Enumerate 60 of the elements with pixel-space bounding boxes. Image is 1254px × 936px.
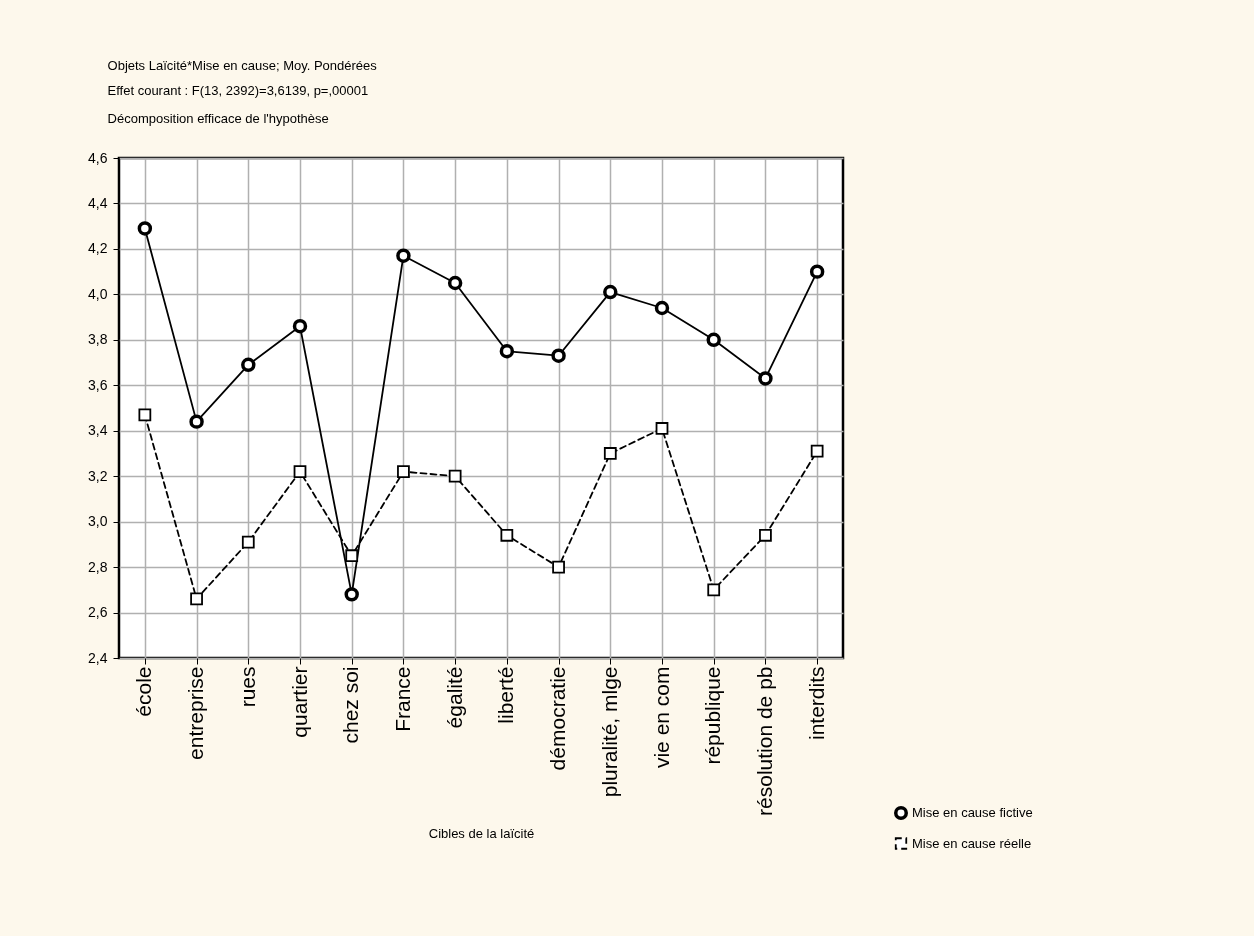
point [293, 465, 307, 479]
y-tick-label: 2,4 [88, 649, 108, 666]
y-tick-label: 4,6 [88, 149, 108, 166]
point [396, 248, 411, 263]
chart-subtitle: Effet courant : F(13, 2392)=3,6139, p=,00001 [107, 83, 369, 98]
y-tick-label: 4,0 [88, 285, 108, 302]
x-tick-label: république [701, 666, 725, 765]
point [137, 221, 153, 236]
point [603, 284, 618, 300]
point [654, 300, 670, 316]
x-tick-label: quartier [287, 666, 311, 738]
x-tick-label: démocratie [546, 666, 570, 771]
point [447, 275, 463, 291]
y-tick-label: 4,2 [88, 240, 108, 257]
point [551, 348, 566, 363]
point [344, 587, 359, 602]
x-tick-label: rues [235, 666, 259, 708]
point [448, 469, 462, 483]
point [706, 332, 721, 348]
chart-title: Objets Laïcité*Mise en cause; Moy. Pondérées [107, 58, 378, 73]
x-tick-label: chez soi [339, 666, 363, 744]
point [759, 528, 772, 542]
legend-label: Mise en cause fictive [912, 805, 1033, 820]
x-tick-label: pluralité, mlge [597, 666, 621, 798]
y-tick-label: 2,6 [88, 604, 108, 621]
point [655, 422, 669, 435]
point [345, 549, 359, 563]
x-tick-label: interdits [804, 666, 828, 741]
x-tick-label: entreprise [184, 666, 208, 760]
y-tick-label: 3,4 [88, 422, 108, 439]
y-tick-label: 2,8 [88, 558, 108, 575]
y-tick-label: 3,6 [88, 376, 108, 393]
point [499, 343, 515, 359]
point [603, 447, 617, 460]
x-tick-label: école [132, 666, 156, 717]
point [500, 528, 514, 542]
point [138, 408, 152, 422]
x-axis-title: Cibles de la laïcité [428, 825, 535, 841]
point [758, 371, 773, 386]
legend-label: Mise en cause réelle [912, 835, 1032, 851]
x-tick-label: liberté [494, 666, 518, 724]
point [241, 535, 255, 549]
x-tick-label: France [390, 666, 414, 732]
point [190, 592, 203, 606]
y-tick-label: 3,0 [88, 513, 108, 530]
x-tick-label: résolution de pb [752, 666, 776, 816]
point [810, 444, 824, 458]
point [397, 465, 410, 479]
point [189, 414, 204, 429]
y-tick-label: 4,4 [88, 194, 108, 211]
point [707, 583, 721, 597]
point [809, 264, 825, 279]
point [552, 560, 565, 574]
x-tick-label: égalité [442, 666, 466, 729]
text: Décomposition efficace de l'hypothèse [107, 111, 329, 126]
y-tick-label: 3,8 [88, 331, 108, 348]
y-tick-label: 3,2 [88, 467, 108, 484]
x-tick-label: vie en com [649, 666, 673, 769]
point [241, 357, 256, 373]
point [292, 318, 308, 334]
